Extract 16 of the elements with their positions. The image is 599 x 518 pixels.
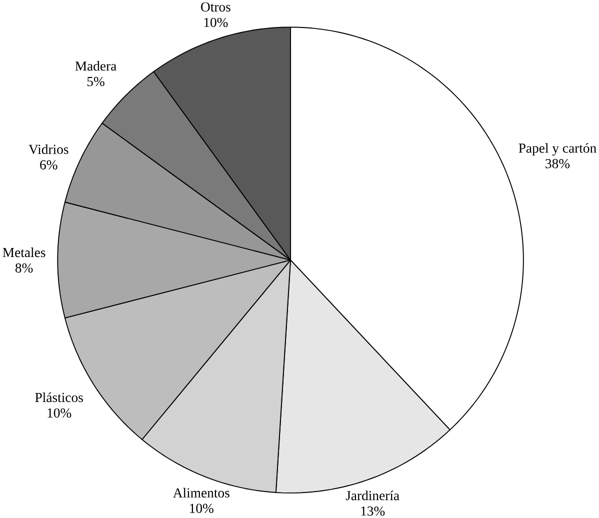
slice-label: Alimentos [172,488,230,498]
data-label: 10% [204,18,228,28]
slice-label: Plásticos [35,392,83,402]
slice-label: Jardinería [346,490,400,500]
data-label: 6% [40,160,58,170]
data-label: 10% [48,408,72,418]
data-label: 13% [361,506,385,516]
slice-label: Vidrios [28,144,68,154]
data-label: 8% [15,263,33,273]
slice-label: Otros [201,2,230,12]
data-label: 5% [87,76,104,86]
data-label: 38% [546,158,570,168]
slice-label: Papel y cartón [518,143,596,156]
data-label: 10% [190,504,214,513]
slice-label: Metales [2,247,46,258]
slice-label: Madera [75,60,116,71]
